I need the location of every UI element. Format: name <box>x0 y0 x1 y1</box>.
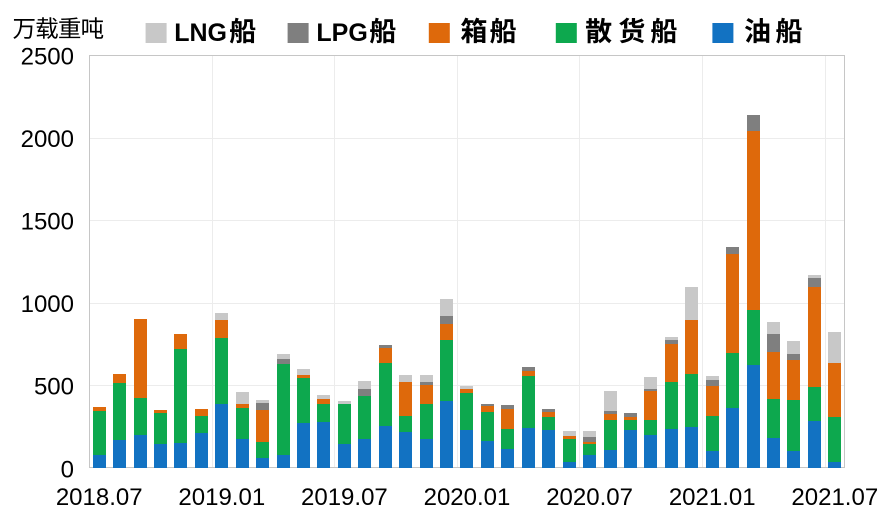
svg-text:2021.01: 2021.01 <box>669 484 756 511</box>
svg-text:2018.07: 2018.07 <box>56 484 143 511</box>
svg-text:2021.07: 2021.07 <box>791 484 878 511</box>
svg-text:2500: 2500 <box>21 43 74 70</box>
svg-text:1000: 1000 <box>21 291 74 318</box>
svg-text:2019.07: 2019.07 <box>301 484 388 511</box>
svg-text:2000: 2000 <box>21 126 74 153</box>
svg-text:LNG: LNG <box>174 19 227 47</box>
svg-text:2020.01: 2020.01 <box>424 484 511 511</box>
svg-text:LPG: LPG <box>316 19 367 47</box>
svg-text:2019.01: 2019.01 <box>178 484 265 511</box>
svg-text:500: 500 <box>34 374 74 401</box>
svg-text:1500: 1500 <box>21 209 74 236</box>
svg-text:0: 0 <box>61 456 74 483</box>
svg-text:2020.07: 2020.07 <box>546 484 633 511</box>
